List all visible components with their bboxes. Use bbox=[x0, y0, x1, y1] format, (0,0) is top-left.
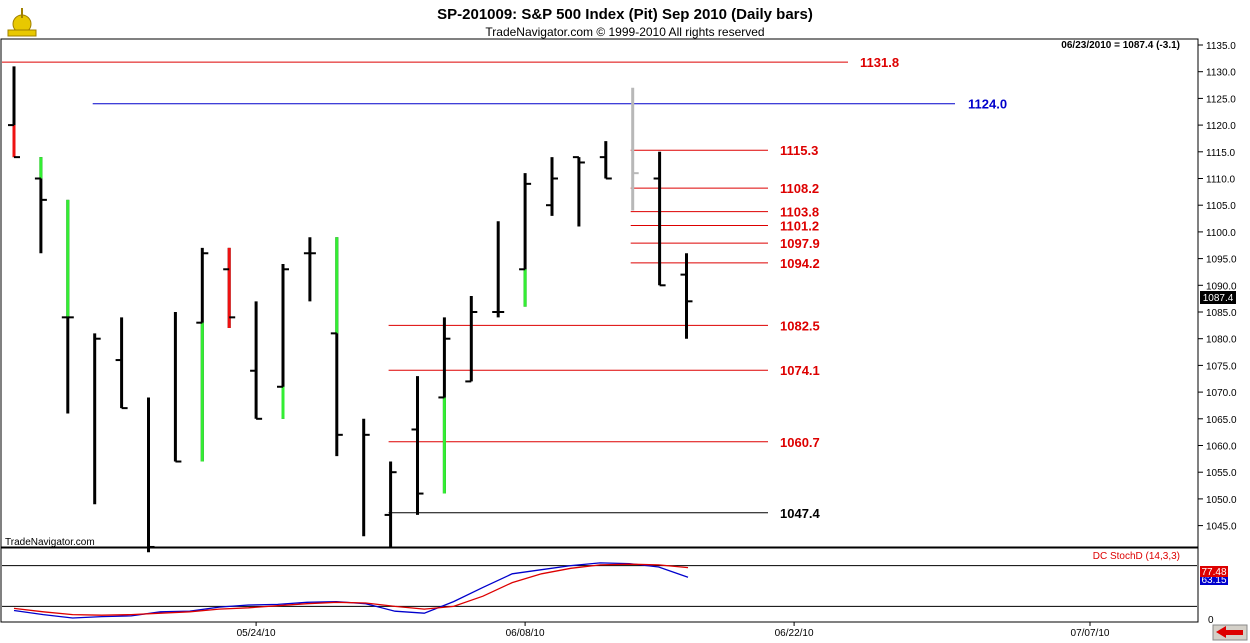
level-label: 1103.8 bbox=[780, 205, 819, 220]
indicator-zero-label: 0 bbox=[1208, 615, 1214, 626]
level-label: 1108.2 bbox=[780, 181, 819, 196]
y-tick-label: 1045.0 bbox=[1206, 522, 1237, 533]
ohlc-bar bbox=[93, 333, 101, 505]
y-tick-label: 1075.0 bbox=[1206, 361, 1237, 372]
stoch-blue-value: 63.15 bbox=[1201, 575, 1226, 586]
last-price-label: 1087.4 bbox=[1203, 293, 1234, 304]
price-pane-frame bbox=[0, 38, 1199, 548]
level-label: 1131.8 bbox=[860, 55, 899, 70]
y-tick-label: 1090.0 bbox=[1206, 281, 1237, 292]
y-tick-label: 1055.0 bbox=[1206, 468, 1237, 479]
level-label: 1094.2 bbox=[780, 256, 820, 271]
ohlc-bar bbox=[680, 253, 693, 339]
trade-navigator-logo bbox=[7, 8, 37, 37]
y-tick-label: 1080.0 bbox=[1206, 335, 1237, 346]
y-tick-label: 1105.0 bbox=[1206, 201, 1236, 212]
ohlc-bar bbox=[384, 461, 397, 547]
scroll-arrow-head[interactable] bbox=[1216, 626, 1243, 638]
ohlc-bar bbox=[465, 295, 478, 383]
ohlc-bar bbox=[492, 221, 505, 318]
ohlc-bar bbox=[34, 157, 47, 254]
stoch-red-value: 77.48 bbox=[1201, 567, 1226, 578]
y-tick-label: 1095.0 bbox=[1206, 255, 1237, 266]
ohlc-bar bbox=[196, 247, 209, 462]
ohlc-bar bbox=[330, 237, 343, 457]
ohlc-bar bbox=[519, 173, 532, 307]
x-axis: 05/24/10 06/08/10 06/22/10 07/07/10 bbox=[237, 622, 1110, 639]
stochastic-indicator bbox=[2, 562, 1197, 619]
ohlc-bar bbox=[277, 263, 289, 419]
ohlc-bar bbox=[411, 376, 424, 515]
last-price-box bbox=[1200, 291, 1236, 304]
ohlc-bar bbox=[61, 199, 74, 414]
y-tick-label: 1110.0 bbox=[1206, 175, 1236, 186]
y-tick-label: 1050.0 bbox=[1206, 495, 1237, 506]
ohlc-bar bbox=[250, 301, 263, 420]
y-tick-label: 1085.0 bbox=[1206, 308, 1237, 319]
y-tick-label: 1125.0 bbox=[1206, 94, 1236, 105]
y-tick-label: 1065.0 bbox=[1206, 415, 1237, 426]
level-label: 1047.4 bbox=[780, 506, 821, 521]
level-label: 1101.2 bbox=[780, 218, 819, 233]
y-tick-label: 1115.0 bbox=[1206, 148, 1236, 159]
level-label: 1115.3 bbox=[780, 143, 818, 158]
ohlc-bar bbox=[631, 87, 639, 211]
ohlc-bar bbox=[147, 397, 155, 553]
stoch-red-value-box bbox=[1200, 566, 1228, 577]
ohlc-bars bbox=[8, 66, 693, 553]
x-tick-label: 06/08/10 bbox=[506, 628, 545, 639]
ohlc-bar bbox=[303, 237, 316, 302]
stoch-blue-line bbox=[13, 562, 689, 619]
chart-title: SP-201009: S&P 500 Index (Pit) Sep 2010 … bbox=[437, 6, 813, 23]
logo-base bbox=[7, 29, 37, 37]
ohlc-bar bbox=[115, 317, 128, 410]
ohlc-bar bbox=[223, 247, 236, 329]
stoch-blue-value-box bbox=[1200, 574, 1228, 585]
level-label: 1074.1 bbox=[780, 363, 820, 378]
x-tick-label: 07/07/10 bbox=[1071, 628, 1110, 639]
y-tick-label: 1100.0 bbox=[1206, 228, 1236, 239]
watermark: TradeNavigator.com bbox=[5, 537, 95, 548]
ohlc-bar bbox=[599, 141, 612, 180]
level-label: 1124.0 bbox=[968, 97, 1007, 112]
y-tick-label: 1060.0 bbox=[1206, 442, 1237, 453]
indicator-name: DC StochD (14,3,3) bbox=[1093, 551, 1180, 562]
price-readout: 06/23/2010 = 1087.4 (-3.1) bbox=[1061, 40, 1180, 51]
x-tick-label: 05/24/10 bbox=[237, 628, 276, 639]
y-tick-label: 1070.0 bbox=[1206, 388, 1237, 399]
ohlc-bar bbox=[653, 151, 666, 287]
ohlc-bar bbox=[438, 317, 451, 494]
y-tick-label: 1130.0 bbox=[1206, 68, 1236, 79]
stoch-red-line bbox=[13, 563, 689, 616]
scroll-left-arrow-icon[interactable] bbox=[1212, 624, 1248, 641]
ohlc-bar bbox=[546, 157, 558, 216]
chart-subtitle: TradeNavigator.com © 1999-2010 All right… bbox=[485, 25, 764, 39]
ohlc-bar bbox=[8, 66, 20, 159]
ohlc-bar bbox=[572, 156, 585, 227]
ohlc-bar bbox=[173, 312, 182, 463]
y-tick-label: 1120.0 bbox=[1206, 121, 1236, 132]
ohlc-bar bbox=[362, 418, 370, 537]
level-label: 1082.5 bbox=[780, 318, 820, 333]
x-tick-label: 06/22/10 bbox=[775, 628, 814, 639]
y-tick-label: 1135.0 bbox=[1206, 41, 1236, 52]
y-axis: 1045.0 1050.0 1055.0 1060.0 1065.0 1070.0 1075… bbox=[1198, 41, 1237, 533]
level-label: 1097.9 bbox=[780, 236, 820, 251]
level-label: 1060.7 bbox=[780, 435, 820, 450]
